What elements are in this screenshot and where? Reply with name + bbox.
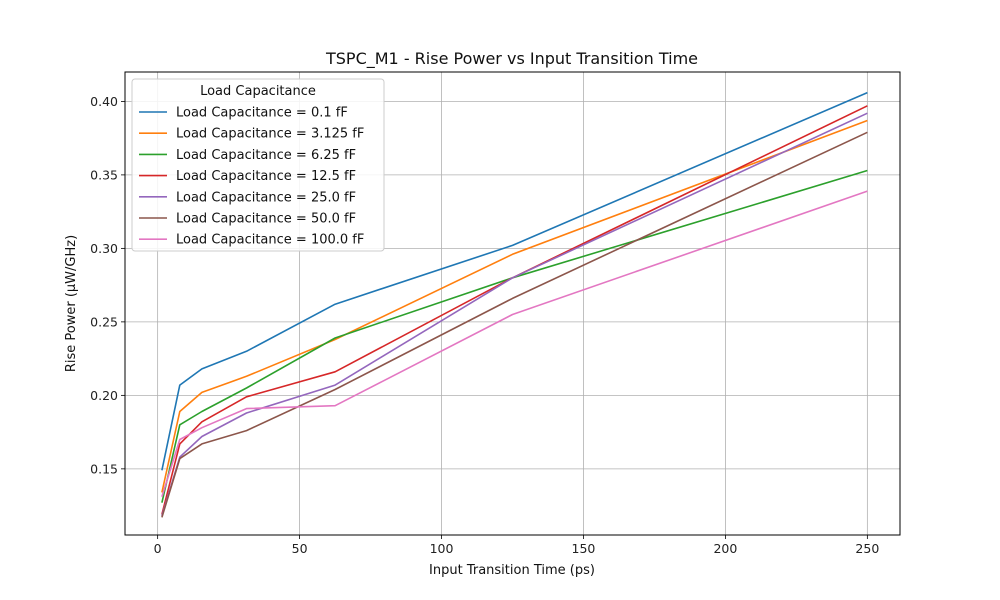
series-line-2 xyxy=(161,119,868,493)
legend-box xyxy=(131,78,385,252)
y-tick-label: 0.35 xyxy=(90,167,118,182)
legend-label: Load Capacitance = 3.125 fF xyxy=(176,127,364,142)
y-axis-label: Rise Power (µW/GHz) xyxy=(64,235,79,372)
series-line-7 xyxy=(161,190,868,498)
legend-title: Load Capacitance xyxy=(200,84,316,99)
legend: Load Capacitance Load Capacitance = 0.1 … xyxy=(131,78,385,252)
y-tick-label: 0.20 xyxy=(90,388,118,403)
x-axis-label: Input Transition Time (ps) xyxy=(429,563,595,578)
y-tick-label: 0.25 xyxy=(90,314,118,329)
legend-label: Load Capacitance = 12.5 fF xyxy=(176,169,356,184)
x-tick-label: 100 xyxy=(430,541,454,556)
x-tick-label: 200 xyxy=(713,541,737,556)
legend-label: Load Capacitance = 25.0 fF xyxy=(176,190,356,205)
x-tick-label: 0 xyxy=(154,541,162,556)
series-line-5 xyxy=(161,112,868,517)
series-line-6 xyxy=(161,131,868,518)
y-axis: 0.15 0.20 0.25 0.30 0.35 0.40 xyxy=(90,94,125,476)
legend-label: Load Capacitance = 50.0 fF xyxy=(176,212,356,227)
series-line-1 xyxy=(161,91,868,471)
x-tick-label: 50 xyxy=(292,541,308,556)
x-axis: 0 50 100 150 200 250 xyxy=(154,535,879,556)
x-tick-label: 250 xyxy=(855,541,879,556)
legend-label: Load Capacitance = 100.0 fF xyxy=(176,233,364,248)
series-lines xyxy=(161,91,868,518)
legend-label: Load Capacitance = 6.25 fF xyxy=(176,148,356,163)
plot-area-frame xyxy=(124,71,901,536)
legend-label: Load Capacitance = 0.1 fF xyxy=(176,106,348,121)
chart-title: TSPC_M1 - Rise Power vs Input Transition… xyxy=(325,49,698,69)
y-tick-label: 0.40 xyxy=(90,94,118,109)
legend-items: Load Capacitance = 0.1 fF Load Capacitanc… xyxy=(139,106,364,248)
y-tick-label: 0.30 xyxy=(90,241,118,256)
x-tick-label: 150 xyxy=(572,541,596,556)
y-tick-label: 0.15 xyxy=(90,461,118,476)
